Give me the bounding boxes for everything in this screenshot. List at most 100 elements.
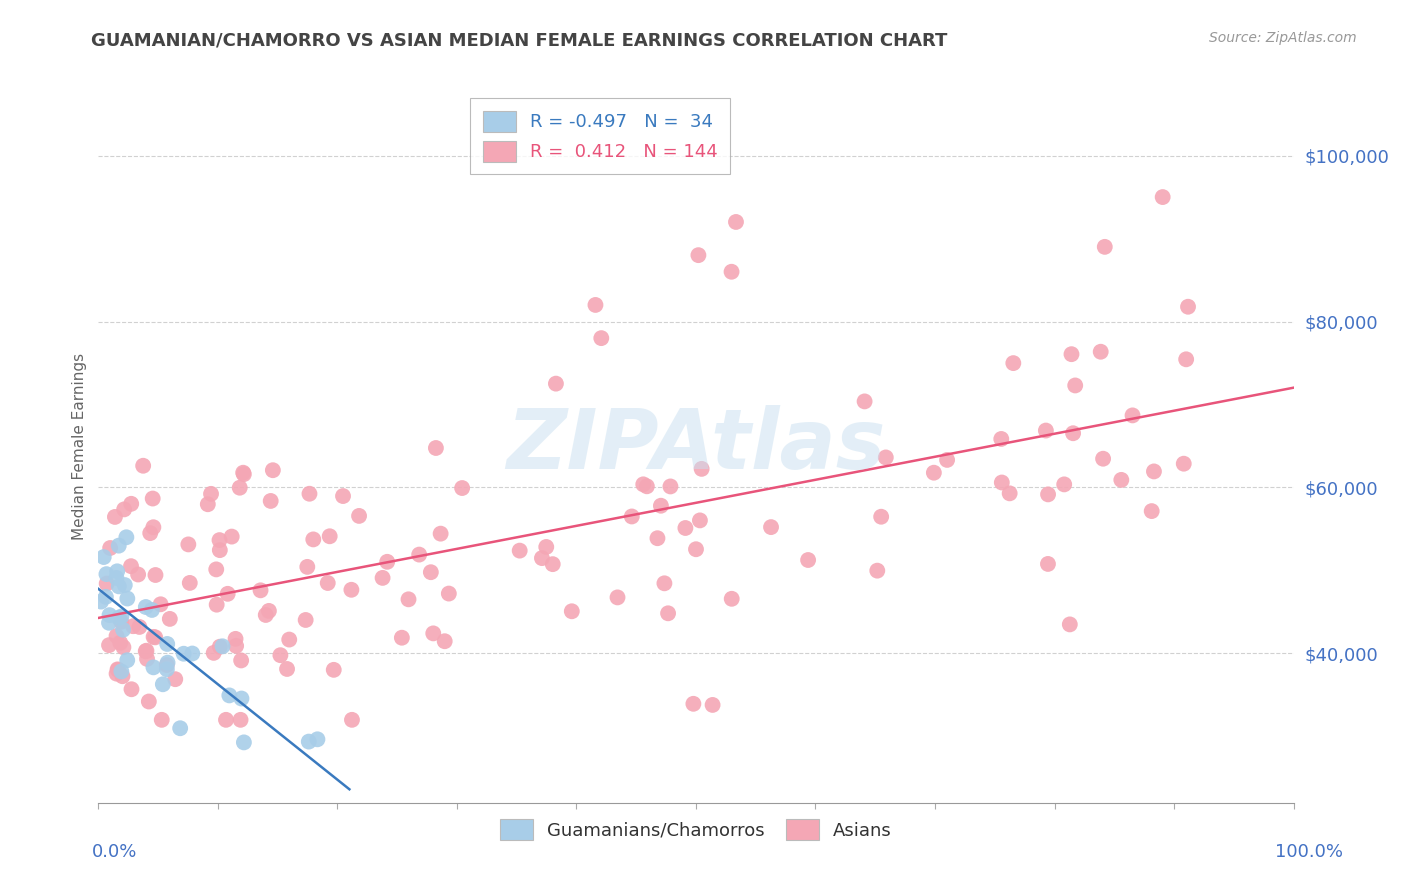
Point xyxy=(720,265,742,279)
Point xyxy=(93,549,115,564)
Point xyxy=(922,466,945,480)
Point xyxy=(307,732,329,747)
Text: GUAMANIAN/CHAMORRO VS ASIAN MEDIAN FEMALE EARNINGS CORRELATION CHART: GUAMANIAN/CHAMORRO VS ASIAN MEDIAN FEMAL… xyxy=(91,31,948,49)
Point xyxy=(690,462,713,476)
Point xyxy=(110,636,132,650)
Point xyxy=(231,691,253,706)
Point xyxy=(142,520,165,534)
Point xyxy=(254,607,277,622)
Point xyxy=(98,615,121,630)
Text: ZIPAtlas: ZIPAtlas xyxy=(506,406,886,486)
Point xyxy=(143,631,166,645)
Point xyxy=(115,530,138,544)
Point xyxy=(866,564,889,578)
Point xyxy=(541,557,564,571)
Point xyxy=(332,489,354,503)
Point xyxy=(142,630,165,644)
Point xyxy=(218,689,240,703)
Point xyxy=(591,331,613,345)
Point xyxy=(1035,424,1057,438)
Point xyxy=(105,666,128,681)
Point xyxy=(232,466,254,480)
Point xyxy=(208,533,231,548)
Point xyxy=(262,463,284,477)
Point xyxy=(650,499,672,513)
Point xyxy=(875,450,897,465)
Point xyxy=(298,487,321,501)
Point xyxy=(205,562,228,576)
Point xyxy=(96,567,118,582)
Point xyxy=(90,594,112,608)
Point xyxy=(104,510,127,524)
Point xyxy=(257,604,280,618)
Point xyxy=(433,634,456,648)
Point xyxy=(179,575,201,590)
Point xyxy=(530,551,553,566)
Point xyxy=(654,576,676,591)
Point xyxy=(297,560,319,574)
Y-axis label: Median Female Earnings: Median Female Earnings xyxy=(72,352,87,540)
Point xyxy=(398,592,420,607)
Point xyxy=(139,526,162,541)
Point xyxy=(998,486,1021,500)
Point xyxy=(105,564,128,578)
Point xyxy=(797,553,820,567)
Point xyxy=(138,694,160,708)
Point xyxy=(112,623,135,637)
Point xyxy=(107,539,129,553)
Point xyxy=(647,531,669,545)
Point xyxy=(1059,617,1081,632)
Point xyxy=(1177,300,1199,314)
Point xyxy=(165,672,187,686)
Point xyxy=(232,735,254,749)
Point xyxy=(217,587,239,601)
Point xyxy=(659,479,682,493)
Point xyxy=(156,662,179,676)
Point xyxy=(991,475,1014,490)
Point xyxy=(232,467,254,482)
Point xyxy=(544,376,567,391)
Point xyxy=(340,582,363,597)
Point xyxy=(208,640,231,654)
Point xyxy=(688,248,710,262)
Point xyxy=(724,215,747,229)
Point xyxy=(145,568,167,582)
Text: 100.0%: 100.0% xyxy=(1275,843,1343,861)
Point xyxy=(585,298,607,312)
Text: Source: ZipAtlas.com: Source: ZipAtlas.com xyxy=(1209,31,1357,45)
Point xyxy=(990,432,1012,446)
Point xyxy=(96,576,118,591)
Point xyxy=(269,648,291,663)
Point xyxy=(181,647,204,661)
Point xyxy=(177,537,200,551)
Point xyxy=(231,653,253,667)
Point xyxy=(429,526,451,541)
Point xyxy=(1002,356,1025,370)
Point xyxy=(422,626,444,640)
Point xyxy=(673,521,696,535)
Point xyxy=(870,509,893,524)
Text: 0.0%: 0.0% xyxy=(91,843,136,861)
Point xyxy=(225,639,247,653)
Point xyxy=(208,543,231,558)
Point xyxy=(107,611,129,625)
Point xyxy=(150,713,173,727)
Point xyxy=(620,509,643,524)
Point xyxy=(105,629,128,643)
Point xyxy=(371,571,394,585)
Point xyxy=(298,734,321,748)
Point xyxy=(249,583,271,598)
Point xyxy=(1036,557,1059,571)
Point xyxy=(720,591,742,606)
Point xyxy=(115,653,138,667)
Point xyxy=(110,665,132,679)
Point xyxy=(114,578,136,592)
Point xyxy=(94,590,117,604)
Point xyxy=(142,660,165,674)
Point xyxy=(108,579,131,593)
Point xyxy=(110,615,132,629)
Point xyxy=(1143,464,1166,478)
Point xyxy=(425,441,447,455)
Point xyxy=(200,487,222,501)
Point xyxy=(1152,190,1174,204)
